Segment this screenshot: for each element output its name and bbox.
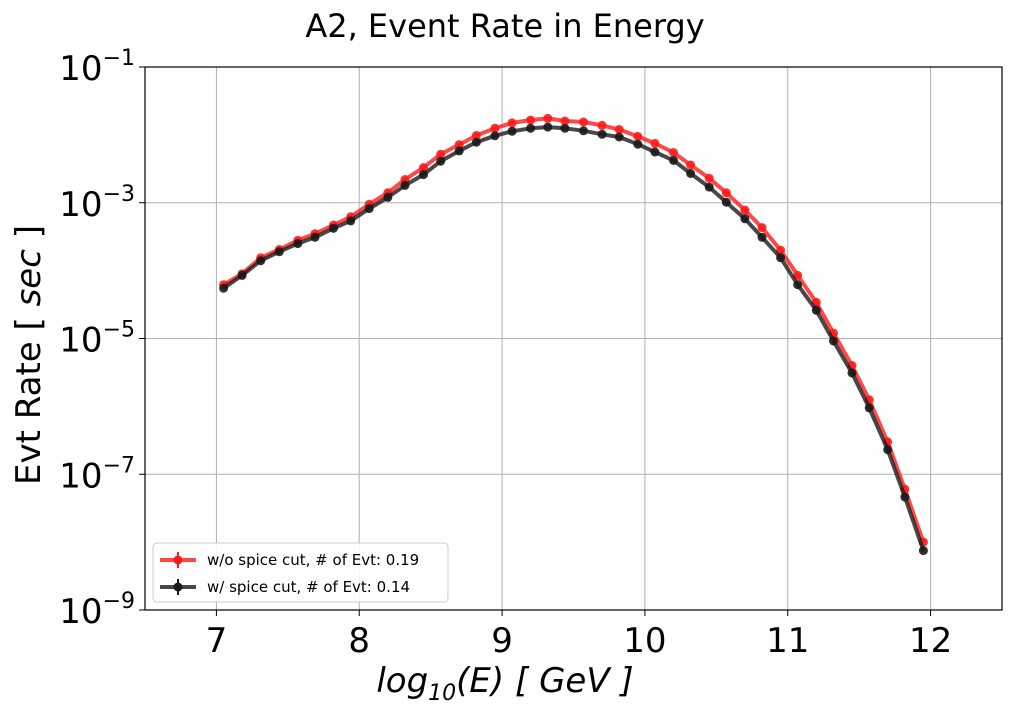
data-point: [454, 140, 464, 150]
data-point: [633, 139, 643, 149]
legend-marker: [173, 582, 183, 592]
data-point: [757, 232, 767, 242]
data-point: [471, 137, 481, 147]
series-line: [222, 125, 926, 552]
data-point: [597, 129, 607, 139]
data-point: [237, 270, 247, 280]
data-point: [490, 123, 500, 133]
legend-marker: [173, 555, 183, 565]
data-point: [721, 197, 731, 207]
y-tick-label: 10−5: [59, 318, 135, 361]
data-point: [776, 253, 786, 263]
x-tick-label: 8: [348, 621, 370, 661]
data-point: [704, 173, 714, 183]
data-point: [507, 118, 517, 128]
data-point: [829, 336, 838, 346]
data-point: [454, 146, 464, 156]
data-point: [436, 156, 446, 166]
data-point: [274, 247, 284, 257]
data-point: [650, 138, 660, 148]
data-point: [686, 169, 696, 178]
data-point: [721, 188, 731, 198]
tick-layer: 7 8 9 10 11 12 10−1 10−3 10−5 10−7 10−9: [59, 46, 952, 661]
data-point: [740, 214, 750, 224]
data-point: [256, 256, 266, 266]
legend-label: w/o spice cut, # of Evt: 0.19: [207, 551, 419, 569]
x-tick-label: 7: [206, 621, 228, 661]
y-axis-label: Evt Rate [ sec ]: [9, 225, 49, 485]
data-point: [219, 283, 229, 293]
data-point: [400, 180, 410, 190]
y-tick-label: 10−1: [59, 46, 135, 89]
x-tick-label: 10: [623, 621, 666, 661]
data-point: [704, 182, 714, 192]
data-point: [579, 126, 588, 136]
data-point: [918, 546, 928, 556]
data-point: [740, 205, 750, 215]
grid-lines: [145, 66, 1002, 611]
y-tick-label: 10−9: [59, 589, 135, 632]
data-point: [650, 147, 660, 157]
data-point: [669, 148, 678, 157]
data-point: [793, 280, 803, 290]
data-point: [686, 160, 696, 170]
data-point: [614, 125, 624, 134]
y-tick-label: 10−3: [59, 182, 135, 225]
x-tick-label: 9: [491, 621, 513, 661]
data-point: [560, 123, 570, 133]
legend-box: [152, 542, 449, 603]
data-point: [436, 149, 446, 159]
legend: w/o spice cut, # of Evt: 0.19 w/ spice cu…: [152, 542, 449, 603]
data-point: [471, 131, 481, 140]
chart-title: A2, Event Rate in Energy: [305, 7, 704, 45]
data-point: [329, 223, 338, 233]
data-point: [419, 170, 428, 180]
series-1: [219, 122, 928, 556]
data-point: [633, 131, 643, 141]
series-0: [219, 113, 928, 547]
data-point: [614, 132, 624, 142]
x-tick-label: 12: [909, 621, 952, 661]
data-point: [757, 223, 767, 233]
data-point: [526, 115, 536, 125]
data-point: [293, 239, 303, 249]
data-point: [419, 163, 428, 173]
data-point: [490, 131, 500, 141]
data-point: [543, 122, 553, 132]
data-point: [847, 368, 857, 378]
data-point: [383, 192, 393, 202]
data-point: [811, 305, 821, 315]
y-tick-label: 10−7: [59, 453, 135, 496]
x-tick-label: 11: [766, 621, 809, 661]
series-line: [222, 116, 926, 543]
data-point: [560, 116, 570, 126]
legend-label: w/ spice cut, # of Evt: 0.14: [207, 578, 410, 596]
data-point: [900, 492, 910, 502]
data-point: [310, 232, 320, 242]
data-point: [543, 113, 553, 123]
data-point: [526, 123, 536, 133]
data-point: [883, 445, 893, 455]
data-point: [864, 403, 874, 413]
data-point: [579, 117, 588, 127]
data-point: [507, 126, 517, 136]
series-layer: [219, 113, 928, 556]
data-point: [346, 216, 356, 226]
data-point: [597, 120, 607, 130]
data-point: [669, 155, 678, 165]
x-axis-label: log10(E) [ GeV ]: [376, 661, 633, 706]
data-point: [364, 204, 374, 214]
